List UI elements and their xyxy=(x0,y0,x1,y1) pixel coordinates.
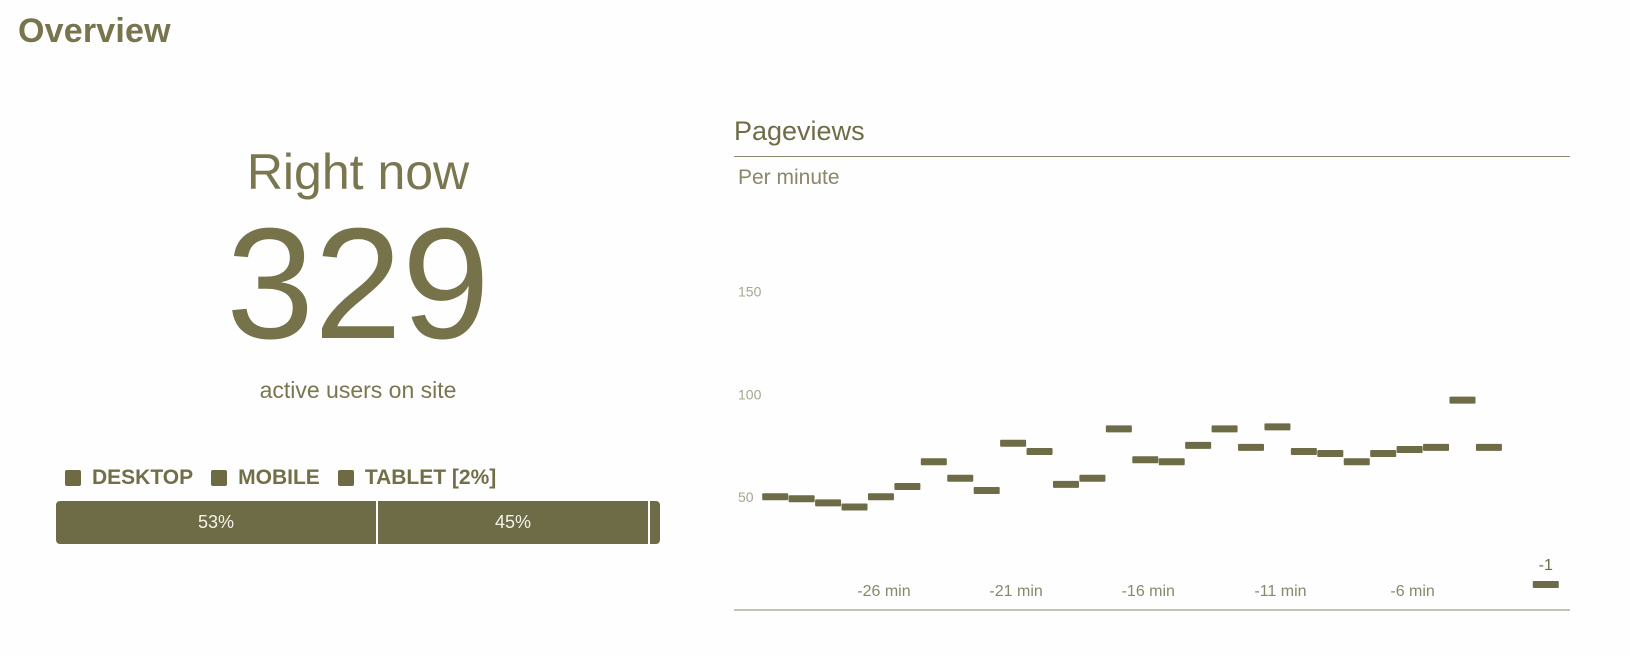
pageviews-bar[interactable] xyxy=(1290,448,1317,455)
device-segment-tablet[interactable] xyxy=(647,501,660,544)
pageviews-bar[interactable] xyxy=(1396,445,1423,453)
pageviews-bar[interactable] xyxy=(1343,458,1370,466)
page-title: Overview xyxy=(18,12,171,50)
legend-swatch-mobile xyxy=(211,470,228,486)
legend-label-tablet: TABLET [2%] xyxy=(364,466,497,489)
right-now-heading: Right now xyxy=(246,144,470,200)
pageviews-bar[interactable] xyxy=(1370,450,1397,458)
current-minute-bar[interactable] xyxy=(1532,581,1559,588)
pageviews-bar[interactable] xyxy=(1000,439,1027,447)
pageviews-bar[interactable] xyxy=(762,493,789,501)
legend-swatch-desktop xyxy=(65,470,81,486)
legend-label-desktop: DESKTOP xyxy=(92,466,194,489)
y-tick-label: 50 xyxy=(738,489,754,505)
device-share-bar: 53% 45% xyxy=(56,501,660,544)
y-tick-label: 100 xyxy=(738,386,762,402)
pageviews-bar[interactable] xyxy=(1238,443,1265,451)
pageviews-bar[interactable] xyxy=(1105,425,1132,433)
device-segment-desktop[interactable]: 53% xyxy=(56,501,377,544)
pageviews-bar[interactable] xyxy=(1026,448,1053,455)
legend-desktop: DESKTOP xyxy=(65,466,193,490)
active-users-count: 329 xyxy=(226,196,490,372)
x-tick-label: -16 min xyxy=(1122,583,1175,600)
pageviews-bar[interactable] xyxy=(841,503,868,511)
legend-mobile: MOBILE xyxy=(211,466,320,490)
pageviews-bar[interactable] xyxy=(1211,425,1238,433)
pageviews-bar[interactable] xyxy=(1158,458,1185,466)
device-segment-mobile[interactable]: 45% xyxy=(376,501,648,544)
y-tick-label: 150 xyxy=(738,284,762,300)
pageviews-bar[interactable] xyxy=(1423,443,1450,451)
pageviews-bar[interactable] xyxy=(788,495,815,503)
pageviews-bar[interactable] xyxy=(1264,423,1291,431)
pageviews-title: Pageviews xyxy=(734,116,865,146)
legend-label-mobile: MOBILE xyxy=(238,466,320,489)
active-users-caption: active users on site xyxy=(259,377,457,403)
device-legend: DESKTOP MOBILE TABLET [2%] xyxy=(65,466,514,490)
pageviews-subtitle: Per minute xyxy=(738,166,840,189)
pageviews-bar[interactable] xyxy=(1475,443,1502,451)
pageviews-bar[interactable] xyxy=(1079,474,1106,482)
x-tick-label: -6 min xyxy=(1390,583,1434,600)
pageviews-bar[interactable] xyxy=(867,493,894,501)
pageviews-bar[interactable] xyxy=(1449,396,1476,404)
x-tick-label: -21 min xyxy=(989,583,1042,600)
current-minute-label: -1 xyxy=(1539,557,1553,574)
legend-tablet: TABLET [2%] xyxy=(337,466,497,490)
pageviews-bar[interactable] xyxy=(920,458,947,466)
pageviews-bar[interactable] xyxy=(1052,480,1079,488)
pageviews-bar[interactable] xyxy=(894,482,921,490)
pageviews-bar[interactable] xyxy=(1185,441,1212,449)
chart-divider xyxy=(734,156,1570,157)
pageviews-bar[interactable] xyxy=(1317,450,1344,458)
legend-swatch-tablet xyxy=(337,470,354,486)
x-tick-label: -26 min xyxy=(857,583,910,600)
pageviews-bar[interactable] xyxy=(973,487,1000,495)
pageviews-bar[interactable] xyxy=(815,499,842,507)
pageviews-bar[interactable] xyxy=(1132,456,1159,464)
x-tick-label: -11 min xyxy=(1254,583,1306,600)
pageviews-bar[interactable] xyxy=(947,474,974,482)
